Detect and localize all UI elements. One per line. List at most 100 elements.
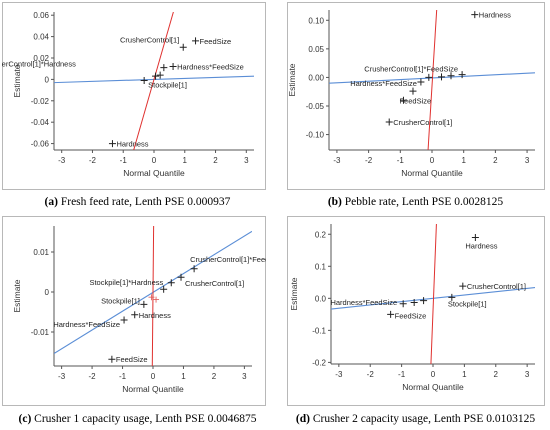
data-label: Hardness*FeedSize [350, 79, 417, 88]
data-point [459, 282, 467, 290]
data-label: Hardness*FeedSize [330, 298, 397, 307]
y-axis-title: Estimate [12, 64, 22, 97]
data-point [156, 71, 164, 79]
x-tick-label: 2 [494, 370, 499, 379]
data-point [417, 78, 425, 86]
data-point [438, 73, 446, 81]
data-label: FeedSize [395, 311, 427, 320]
data-point [167, 279, 175, 287]
data-point [160, 64, 168, 72]
caption-text-b: Pebble rate, Lenth PSE 0.0028125 [344, 196, 504, 208]
caption-b: (b) Pebble rate, Lenth PSE 0.0028125 [278, 196, 550, 208]
x-tick-label: 3 [525, 156, 530, 165]
data-label: Stockpile[1] [148, 80, 187, 89]
data-point [447, 72, 455, 80]
data-label: Hardness [479, 11, 511, 20]
data-label: CrusherControl[1] [393, 118, 452, 127]
blue-reference-line [331, 287, 535, 310]
x-tick-label: -1 [120, 156, 128, 165]
data-point [409, 87, 417, 95]
data-point [108, 140, 116, 148]
data-point [410, 298, 418, 306]
data-label: CrusherControl[1]*Hardness [2, 60, 76, 69]
data-label: Stockpile[1] [448, 299, 487, 308]
x-tick-label: 3 [244, 156, 249, 165]
caption-letter-d: (d) [295, 413, 310, 425]
data-point [425, 73, 433, 81]
data-label: Hardness*FeedSize [53, 320, 120, 329]
x-tick-label: -1 [398, 370, 406, 379]
red-reference-line [427, 10, 438, 150]
y-tick-label: 0 [45, 75, 50, 84]
data-label: CrusherControl[1] [120, 35, 179, 44]
plot-area [331, 224, 535, 364]
y-axis-title: Estimate [289, 277, 299, 310]
chart-frame-b [287, 2, 545, 190]
y-tick-label: -0.01 [31, 328, 50, 337]
x-tick-label: 3 [525, 370, 530, 379]
y-tick-label: 0.1 [315, 262, 327, 271]
data-point [399, 300, 407, 308]
data-label: Hardness [139, 311, 171, 320]
y-tick-label: 0.02 [33, 54, 49, 63]
data-point [385, 118, 393, 126]
x-axis-title: Normal Quantile [123, 168, 185, 178]
data-point [420, 297, 428, 305]
data-point [131, 311, 139, 319]
caption-letter-a: (a) [44, 196, 58, 208]
data-label: Hardness [116, 140, 148, 149]
data-point [458, 71, 466, 79]
caption-text-a: Fresh feed rate, Lenth PSE 0.000937 [60, 196, 231, 208]
x-tick-label: 1 [461, 156, 466, 165]
x-tick-label: -3 [58, 156, 66, 165]
data-point [169, 63, 177, 71]
data-point [471, 233, 479, 241]
y-tick-label: 0.2 [315, 230, 327, 239]
x-tick-label: 1 [183, 156, 188, 165]
x-tick-label: 0 [152, 156, 157, 165]
caption-text-d: Crusher 2 capacity usage, Lenth PSE 0.01… [312, 413, 536, 425]
data-label: Hardness*FeedSize [177, 63, 244, 72]
y-axis-title: Estimate [12, 279, 22, 312]
caption-letter-b: (b) [327, 196, 342, 208]
x-tick-label: 2 [213, 156, 218, 165]
red-data-point [153, 296, 160, 303]
data-point [179, 43, 187, 51]
y-tick-label: -0.06 [31, 140, 50, 149]
y-tick-label: -0.2 [312, 358, 326, 367]
data-label: CrusherControl[1]*FeedSize [364, 65, 458, 74]
chart-frame-c [2, 216, 266, 406]
x-axis-title: Normal Quantile [402, 382, 464, 392]
chart-c: -3 -2 -1 0 1 2 3 -0.01 0 0.01 Normal Quantile Estim… [12, 226, 266, 394]
red-reference-line [151, 226, 155, 366]
y-axis-title: Estimate [287, 63, 297, 96]
x-tick-label: -1 [119, 372, 127, 381]
chart-b: -3 -2 -1 0 1 2 3 -0.10 -0.05 0.00 0.05 0.10 Normal Q… [287, 10, 535, 178]
data-point [120, 316, 128, 324]
plot-area [54, 12, 254, 150]
chart-a: -3 -2 -1 0 1 2 3 -0.06 -0.04 -0.02 0 0.02 0.04 0.06 No… [2, 11, 254, 178]
x-tick-label: 1 [181, 372, 186, 381]
y-tick-label: 0.01 [33, 248, 49, 257]
x-tick-label: -2 [89, 156, 97, 165]
x-tick-label: -2 [367, 370, 375, 379]
x-tick-label: -2 [89, 372, 97, 381]
x-tick-label: -3 [58, 372, 66, 381]
data-label: Hardness [465, 241, 497, 250]
y-tick-label: -0.04 [31, 118, 50, 127]
data-point [399, 96, 407, 104]
caption-a: (a) Fresh feed rate, Lenth PSE 0.000937 [0, 196, 275, 208]
data-label: Stockpile[1]*Hardness [89, 278, 163, 287]
data-point [177, 273, 185, 281]
caption-d: (d) Crusher 2 capacity usage, Lenth PSE … [278, 413, 550, 425]
y-tick-label: 0.05 [308, 45, 324, 54]
data-point [140, 76, 148, 84]
y-tick-label: -0.05 [306, 102, 325, 111]
red-reference-line [430, 224, 437, 364]
x-tick-label: -3 [335, 370, 343, 379]
caption-c: (c) Crusher 1 capacity usage, Lenth PSE … [0, 413, 275, 425]
x-axis-title: Normal Quantile [122, 384, 184, 394]
data-point [108, 355, 116, 363]
y-tick-label: 0.0 [315, 294, 327, 303]
caption-text-c: Crusher 1 capacity usage, Lenth PSE 0.00… [34, 413, 257, 425]
